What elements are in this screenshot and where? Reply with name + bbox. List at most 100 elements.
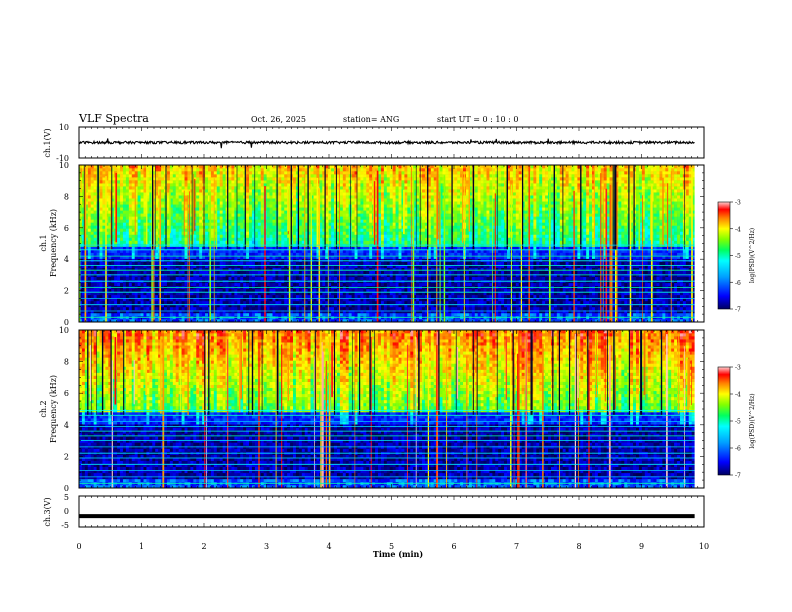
spec-cell bbox=[128, 258, 133, 262]
spec-cell bbox=[96, 264, 100, 268]
spec-cell bbox=[81, 228, 86, 232]
spec-cell bbox=[301, 303, 306, 308]
spec-cell bbox=[290, 294, 294, 299]
spec-cell bbox=[304, 228, 308, 232]
spec-cell bbox=[93, 249, 97, 253]
spec-cell bbox=[202, 261, 206, 265]
spec-cell bbox=[266, 282, 270, 287]
spec-cell bbox=[105, 222, 109, 226]
spec-cell bbox=[316, 249, 320, 253]
spec-cell bbox=[298, 183, 303, 187]
spec-cell bbox=[351, 225, 355, 229]
spec-cell bbox=[251, 273, 256, 278]
spec-cell bbox=[175, 261, 179, 265]
spec-cell bbox=[351, 165, 355, 169]
spec-cell bbox=[334, 276, 338, 281]
spec-cell bbox=[342, 219, 347, 223]
spec-cell bbox=[166, 273, 171, 278]
spec-cell bbox=[114, 246, 118, 250]
spec-cell bbox=[351, 228, 355, 232]
spec-cell bbox=[158, 186, 162, 190]
spec-cell bbox=[240, 234, 244, 238]
spec-cell bbox=[348, 291, 352, 296]
spec-cell bbox=[117, 195, 121, 199]
spec-cell bbox=[298, 237, 303, 241]
spec-cell bbox=[334, 186, 338, 190]
spec-cell bbox=[199, 198, 203, 202]
spec-cell bbox=[254, 276, 259, 281]
spec-cell bbox=[210, 240, 215, 244]
spec-cell bbox=[196, 228, 200, 232]
spec-cell bbox=[122, 225, 127, 229]
spec-cell bbox=[117, 255, 121, 259]
spec-cell bbox=[117, 258, 121, 262]
spec-cell bbox=[339, 201, 344, 205]
spec-cell bbox=[322, 198, 326, 202]
spec-cell bbox=[357, 195, 361, 199]
spec-cell bbox=[222, 213, 226, 217]
spec-cell bbox=[87, 165, 92, 169]
spec-cell bbox=[166, 306, 171, 311]
spec-cell bbox=[313, 225, 317, 229]
spec-cell bbox=[295, 201, 300, 205]
spec-cell bbox=[102, 219, 106, 223]
spec-cell bbox=[213, 210, 218, 214]
spec-cell bbox=[196, 276, 200, 281]
spec-cell bbox=[269, 309, 273, 314]
spec-cell bbox=[146, 189, 150, 193]
spec-cell bbox=[331, 165, 335, 169]
spec-cell bbox=[87, 255, 92, 259]
spec-cell bbox=[342, 252, 347, 256]
spec-cell bbox=[219, 246, 223, 250]
spec-cell bbox=[117, 297, 121, 302]
spec-cell bbox=[193, 282, 197, 287]
spec-cell bbox=[140, 297, 144, 302]
spec-cell bbox=[293, 309, 297, 314]
spec-cell bbox=[131, 198, 135, 202]
spec-cell bbox=[295, 306, 300, 311]
spec-cell bbox=[243, 261, 247, 265]
spec-cell bbox=[249, 300, 253, 305]
spec-cell bbox=[146, 219, 150, 223]
spec-cell bbox=[278, 270, 282, 274]
spec-cell bbox=[140, 219, 144, 223]
spec-cell bbox=[96, 249, 100, 253]
spec-cell bbox=[328, 177, 332, 181]
spec-cell bbox=[243, 318, 247, 322]
spec-cell bbox=[87, 192, 92, 196]
spec-cell bbox=[131, 171, 135, 175]
spec-cell bbox=[351, 216, 355, 220]
spec-cell bbox=[269, 234, 273, 238]
spec-cell bbox=[301, 216, 306, 220]
spec-cell bbox=[120, 297, 124, 302]
spec-cell bbox=[210, 177, 215, 181]
spec-cell bbox=[84, 291, 89, 296]
spec-cell bbox=[257, 231, 262, 235]
spec-cell bbox=[278, 201, 282, 205]
spec-cell bbox=[260, 213, 264, 217]
spec-cell bbox=[345, 303, 349, 308]
spec-cell bbox=[169, 231, 174, 235]
spec-cell bbox=[99, 249, 103, 253]
spec-cell bbox=[184, 264, 188, 268]
spec-cell bbox=[120, 261, 124, 265]
spec-cell bbox=[334, 204, 338, 208]
spec-cell bbox=[293, 231, 297, 235]
spec-cell bbox=[172, 276, 177, 281]
spec-cell bbox=[181, 213, 185, 217]
spec-cell bbox=[313, 237, 317, 241]
spec-cell bbox=[99, 303, 103, 308]
spec-cell bbox=[99, 306, 103, 311]
spec-cell bbox=[149, 294, 153, 299]
spec-cell bbox=[93, 300, 97, 305]
spec-cell bbox=[90, 177, 94, 181]
spec-cell bbox=[122, 207, 127, 211]
spec-cell bbox=[131, 231, 135, 235]
spec-cell bbox=[205, 216, 209, 220]
spec-cell bbox=[339, 222, 344, 226]
spec-cell bbox=[210, 282, 215, 287]
spec-cell bbox=[234, 210, 238, 214]
spec-cell bbox=[336, 294, 341, 299]
spec-cell bbox=[81, 249, 86, 253]
spec-cell bbox=[128, 261, 133, 265]
